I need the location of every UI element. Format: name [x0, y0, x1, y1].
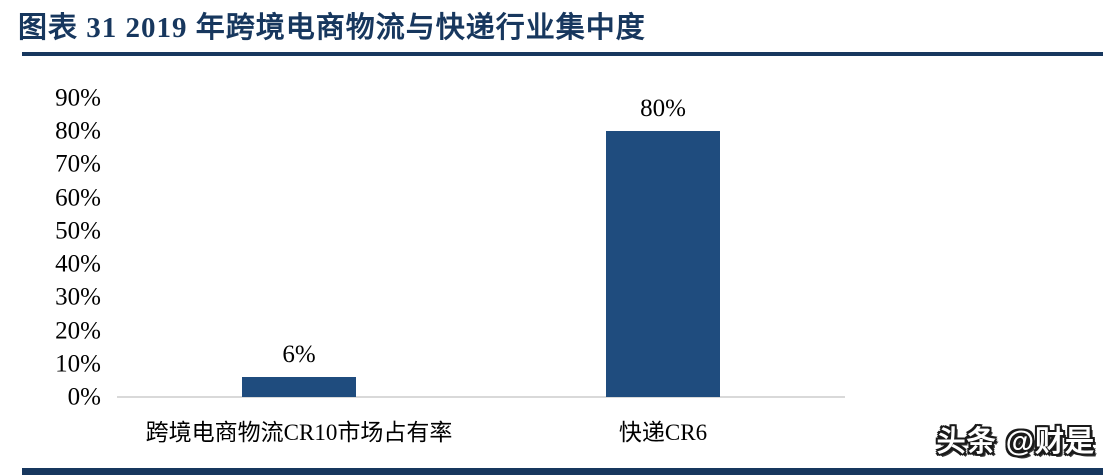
- y-tick-label: 30%: [55, 283, 101, 311]
- y-tick-label: 10%: [55, 350, 101, 378]
- bar-value-label: 80%: [640, 95, 686, 123]
- bottom-divider: [22, 468, 1103, 475]
- x-axis-labels: 跨境电商物流CR10市场占有率 快递CR6: [117, 413, 845, 445]
- y-tick-label: 0%: [67, 383, 101, 411]
- y-tick-label: 40%: [55, 250, 101, 278]
- bar-group-express: 80%: [606, 58, 720, 397]
- bar-express: [606, 131, 720, 397]
- y-axis: 0% 10% 20% 30% 40% 50% 60% 70% 80% 90%: [0, 86, 101, 410]
- figure-title: 图表 31 2019 年跨境电商物流与快递行业集中度: [18, 12, 646, 44]
- bar-group-cbec-logistics: 6%: [242, 58, 356, 397]
- category-label-express: 快递CR6: [618, 420, 708, 445]
- x-axis-line: [117, 396, 845, 398]
- y-tick-label: 20%: [55, 317, 101, 345]
- y-tick-label: 60%: [55, 184, 101, 212]
- bar-value-label: 6%: [282, 341, 316, 369]
- y-tick-label: 50%: [55, 217, 101, 245]
- toutiao-watermark: 头条 @财是: [936, 426, 1095, 458]
- bar-cbec-logistics: [242, 377, 356, 397]
- title-divider: [22, 52, 1103, 56]
- category-label-cbec-logistics: 跨境电商物流CR10市场占有率: [145, 420, 453, 445]
- y-tick-label: 90%: [55, 84, 101, 112]
- y-tick-label: 80%: [55, 117, 101, 145]
- plot-area: 6% 80%: [117, 96, 845, 398]
- y-tick-label: 70%: [55, 150, 101, 178]
